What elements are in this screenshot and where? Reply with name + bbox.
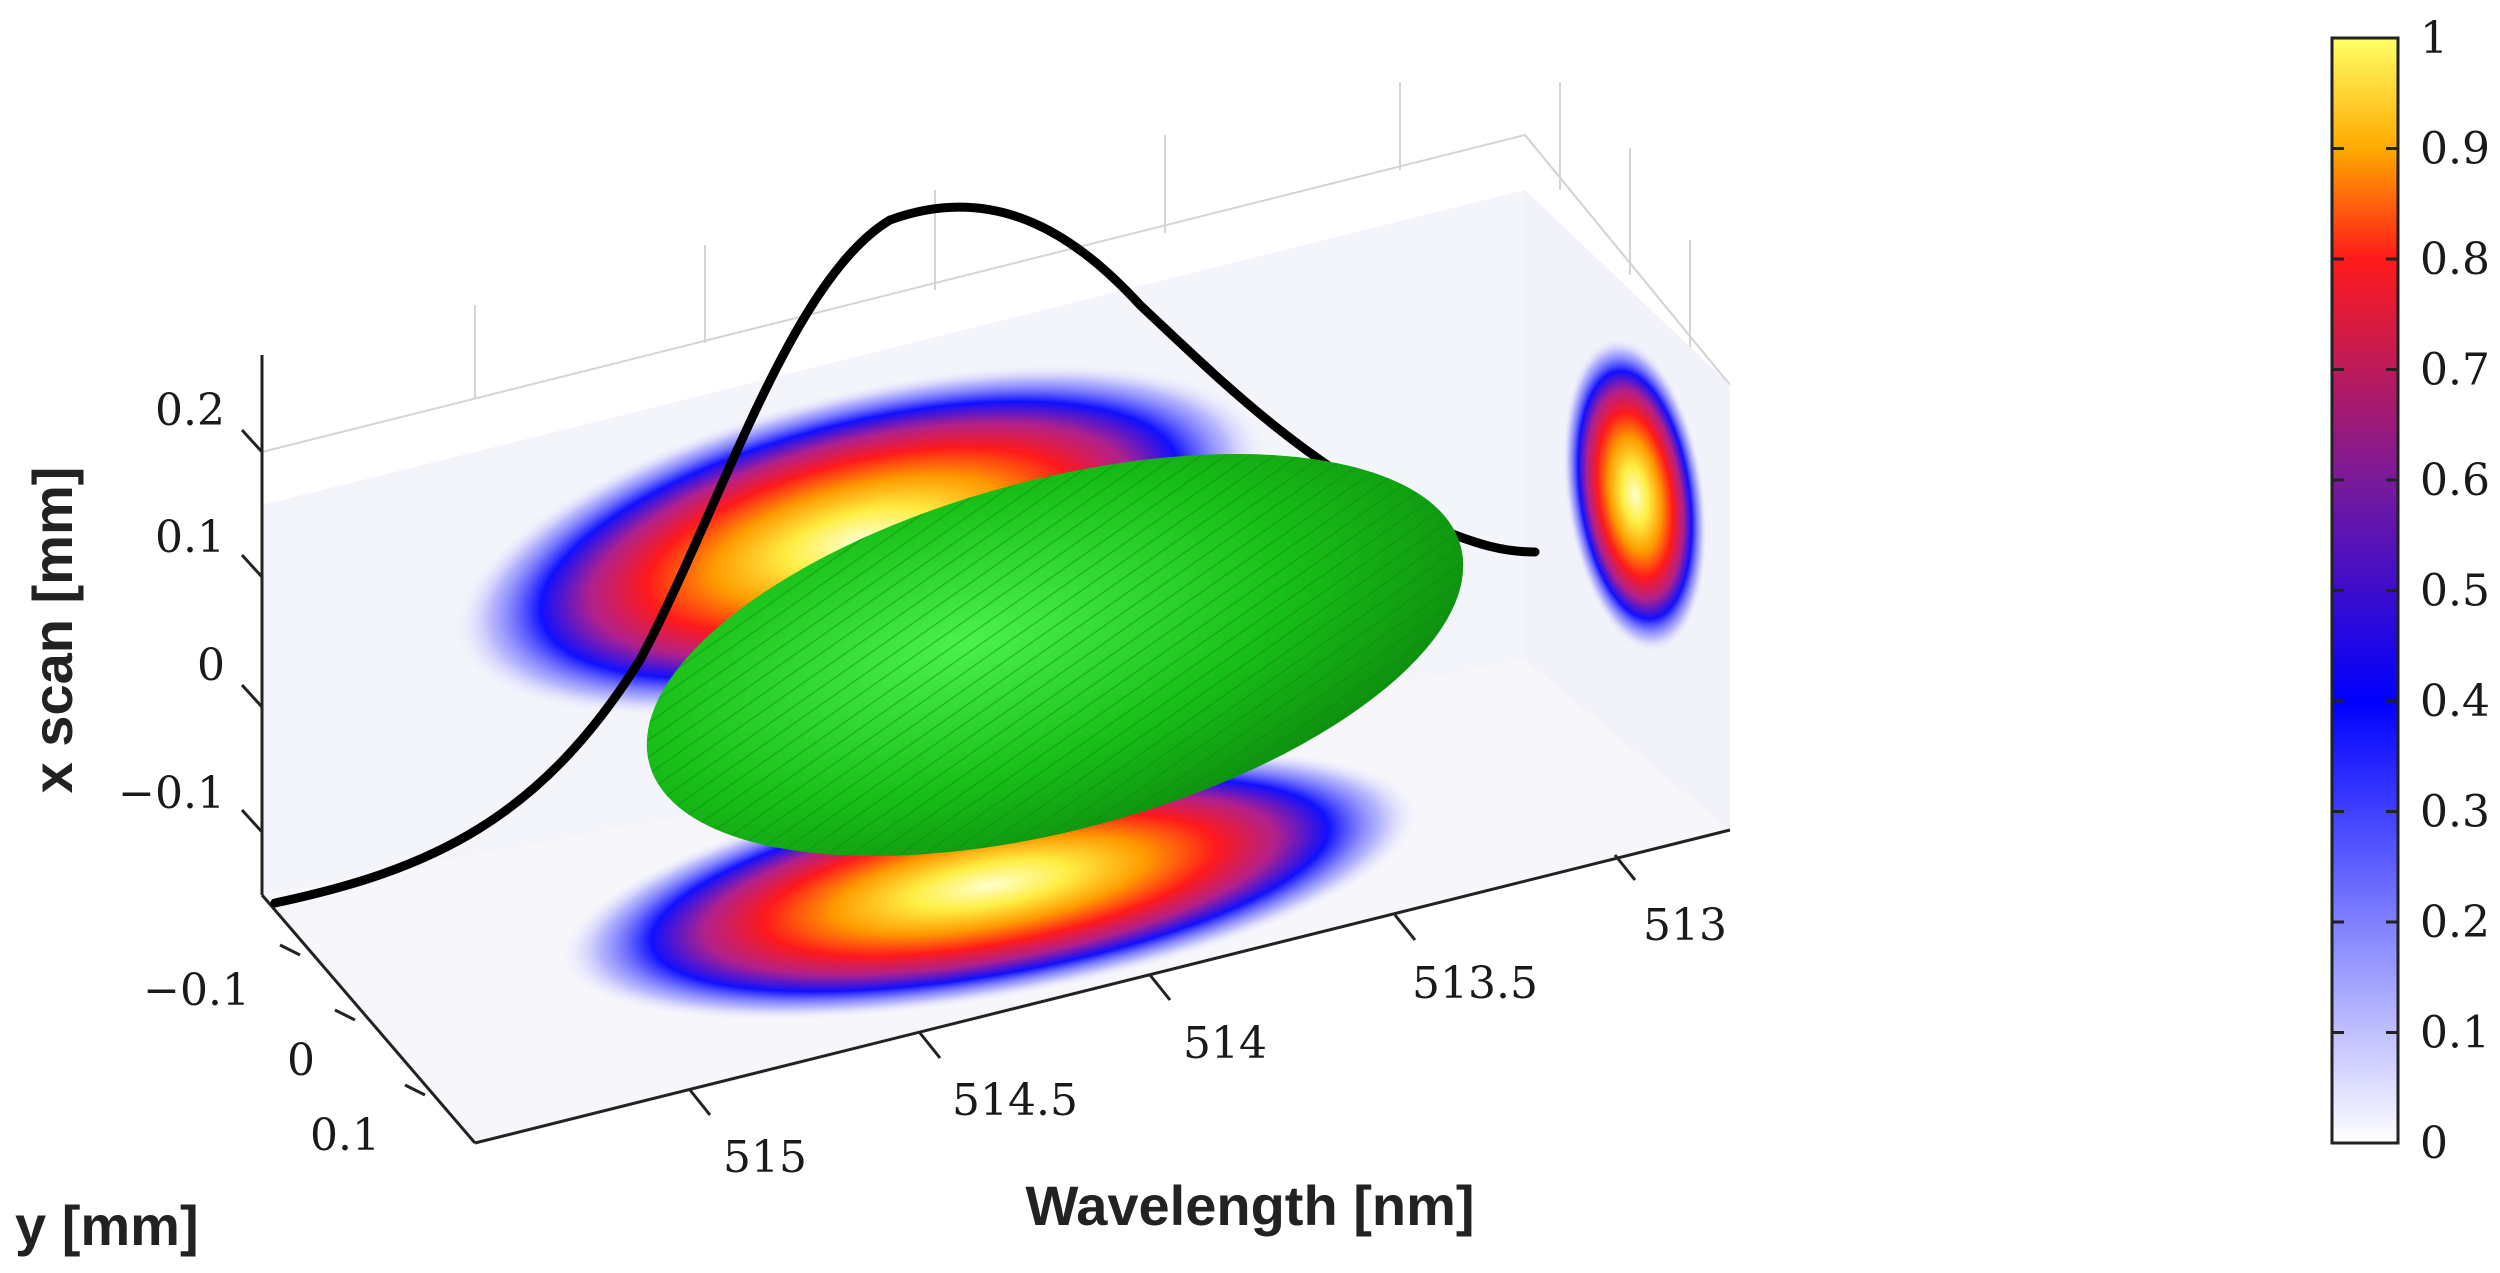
wavelength-tick-labels: 515 514.5 514 513.5 513 bbox=[723, 900, 1727, 1183]
axes-frame bbox=[260, 355, 1731, 1145]
isosurface bbox=[646, 454, 1464, 856]
colorbar-tick-label: 0.7 bbox=[2420, 345, 2490, 396]
wavelength-tick-label: 513 bbox=[1643, 900, 1727, 951]
wavelength-tick-label: 515 bbox=[723, 1132, 807, 1183]
y-tick-marks bbox=[279, 943, 426, 1097]
z-tick-label: 0.1 bbox=[155, 512, 225, 563]
colorbar-ticks: 0 0.1 0.2 0.3 0.4 0.5 0.6 0.7 0.8 0.9 1 bbox=[2332, 13, 2490, 1169]
y-tick-label: 0.1 bbox=[310, 1110, 380, 1161]
side-projection-panel bbox=[1525, 190, 1730, 830]
y-axis-label: y [mm] bbox=[15, 1194, 199, 1257]
y-tick-label: −0.1 bbox=[143, 965, 250, 1016]
wavelength-tick-marks bbox=[688, 854, 1637, 1116]
wavelength-tick-label: 514.5 bbox=[952, 1075, 1078, 1126]
colorbar-tick-label: 0.6 bbox=[2420, 455, 2490, 506]
colorbar-tick-label: 0.3 bbox=[2420, 787, 2490, 838]
colorbar-tick-label: 1 bbox=[2420, 13, 2448, 64]
z-tick-label: −0.1 bbox=[118, 768, 225, 819]
colorbar-tick-label: 0.9 bbox=[2420, 124, 2490, 175]
colorbar: 0 0.1 0.2 0.3 0.4 0.5 0.6 0.7 0.8 0.9 1 bbox=[2330, 13, 2490, 1169]
colorbar-tick-label: 0.2 bbox=[2420, 897, 2490, 948]
y-tick-label: 0 bbox=[287, 1035, 315, 1086]
colorbar-tick-label: 0.5 bbox=[2420, 566, 2490, 617]
z-tick-labels: 0.2 0.1 0 −0.1 bbox=[118, 385, 225, 819]
colorbar-tick-label: 0.1 bbox=[2420, 1008, 2490, 1059]
z-tick-marks bbox=[240, 428, 264, 834]
z-tick-label: 0.2 bbox=[155, 385, 225, 436]
y-tick-labels: −0.1 0 0.1 bbox=[143, 965, 380, 1161]
wavelength-tick-label: 514 bbox=[1183, 1018, 1267, 1069]
wavelength-tick-label: 513.5 bbox=[1412, 958, 1538, 1009]
colorbar-tick-label: 0 bbox=[2420, 1118, 2448, 1169]
colorbar-tick-label: 0.4 bbox=[2420, 676, 2490, 727]
colorbar-tick-label: 0.8 bbox=[2420, 234, 2490, 285]
floor-projection-panel bbox=[262, 660, 1730, 1143]
x-axis-label: Wavelength [nm] bbox=[1025, 1174, 1474, 1237]
z-axis-label: x scan [mm] bbox=[21, 467, 84, 794]
z-tick-label: 0 bbox=[197, 640, 225, 691]
